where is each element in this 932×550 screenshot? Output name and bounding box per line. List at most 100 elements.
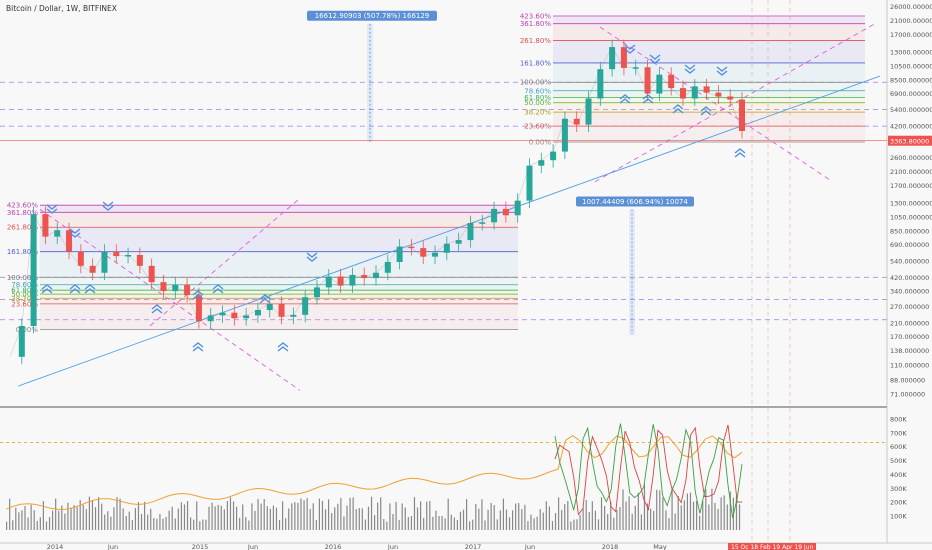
- candle: [302, 297, 309, 315]
- fib-zone: [553, 40, 865, 63]
- volume-bar: [300, 498, 302, 530]
- volume-bar: [705, 489, 707, 530]
- volume-bar: [472, 519, 474, 530]
- volume-bar: [659, 490, 661, 530]
- fib-level-label: 161.80%: [520, 59, 551, 67]
- price-axis-label: 420.000000: [890, 274, 929, 282]
- volume-bar: [377, 502, 379, 530]
- candle: [384, 262, 391, 273]
- volume-bar: [508, 517, 511, 530]
- price-axis-label: 690.000000: [890, 241, 929, 249]
- time-axis-label: 2016: [325, 543, 342, 550]
- volume-bar: [27, 517, 29, 530]
- volume-bar: [708, 504, 710, 530]
- volume-bar: [717, 508, 719, 530]
- volume-bar: [438, 516, 440, 530]
- fib-level-label: 61.80%: [524, 94, 551, 102]
- volume-axis-label: 700K: [890, 429, 907, 437]
- volume-bar: [328, 499, 330, 530]
- volume-bar: [462, 509, 465, 530]
- volume-bar: [131, 520, 133, 530]
- volume-bar: [499, 510, 501, 530]
- volume-bar: [395, 501, 397, 530]
- volume-bar: [245, 517, 247, 530]
- price-axis-label: 1050.000000: [890, 214, 932, 222]
- volume-bar: [389, 503, 391, 530]
- volume-bar: [48, 517, 51, 530]
- fib-zone: [40, 227, 518, 252]
- volume-bar: [134, 508, 136, 530]
- candle: [443, 243, 450, 253]
- volume-bar: [254, 510, 256, 530]
- volume-bar: [226, 501, 228, 530]
- volume-bar: [15, 507, 17, 530]
- time-axis-label: Jun: [524, 543, 535, 550]
- volume-bar: [297, 502, 299, 530]
- volume-bar: [263, 499, 265, 530]
- candle: [172, 284, 179, 292]
- up-signal-icon: [69, 284, 81, 294]
- candle: [715, 92, 722, 97]
- candle: [467, 223, 474, 241]
- measure-label: 1007.44409 (606.94%) 10074: [582, 198, 688, 206]
- volume-bar: [680, 505, 682, 530]
- volume-bar: [588, 511, 590, 530]
- volume-bar: [542, 512, 544, 530]
- candle: [420, 248, 427, 257]
- volume-bar: [116, 497, 118, 530]
- volume-bar: [196, 501, 198, 530]
- volume-bar: [355, 509, 357, 530]
- candle: [101, 251, 108, 273]
- up-signal-icon: [700, 106, 712, 116]
- volume-bar: [548, 506, 550, 530]
- volume-bar: [423, 518, 425, 530]
- volume-bar: [401, 503, 403, 530]
- volume-bar: [147, 514, 149, 530]
- volume-bar: [416, 507, 419, 530]
- volume-bar: [248, 520, 250, 530]
- candle: [373, 272, 379, 279]
- volume-bar: [343, 516, 345, 530]
- volume-bar: [597, 519, 600, 530]
- candle: [278, 303, 285, 317]
- candle: [266, 303, 273, 311]
- candle: [561, 118, 568, 152]
- volume-bar: [398, 520, 400, 530]
- volume-bar: [223, 509, 225, 530]
- volume-bar: [686, 493, 688, 530]
- volume-bar: [260, 503, 262, 530]
- volume-bar: [33, 510, 35, 530]
- price-axis-label: 340.000000: [890, 288, 929, 296]
- volume-bar: [309, 508, 311, 530]
- volume-bar: [125, 515, 127, 530]
- volume-bar: [275, 507, 278, 530]
- volume-bar: [318, 498, 320, 530]
- candle: [113, 251, 120, 257]
- candle: [620, 47, 627, 68]
- volume-bar: [352, 497, 354, 530]
- candle: [243, 315, 250, 319]
- volume-bar: [331, 513, 333, 530]
- price-axis-label: 5400.000000: [890, 106, 932, 114]
- volume-axis-label: 800K: [890, 415, 907, 423]
- volume-bar: [404, 507, 406, 530]
- price-axis-label: 210.000000: [890, 319, 929, 327]
- volume-axis-label: 100K: [890, 513, 907, 521]
- volume-bar: [628, 496, 630, 530]
- up-signal-icon: [642, 94, 654, 104]
- volume-bar: [447, 498, 449, 530]
- volume-bar: [208, 506, 210, 530]
- volume-bar: [650, 508, 652, 530]
- volume-bar: [478, 508, 480, 530]
- up-signal-icon: [672, 104, 684, 114]
- candle: [644, 67, 651, 94]
- measure-label-bg: [307, 10, 437, 21]
- volume-bar: [156, 518, 158, 530]
- volume-bar: [484, 520, 486, 530]
- volume-bar: [36, 520, 38, 530]
- volume-bar: [186, 501, 189, 530]
- candle: [325, 276, 332, 288]
- fib-level-label: 78.60%: [11, 281, 38, 289]
- volume-bar: [6, 521, 8, 530]
